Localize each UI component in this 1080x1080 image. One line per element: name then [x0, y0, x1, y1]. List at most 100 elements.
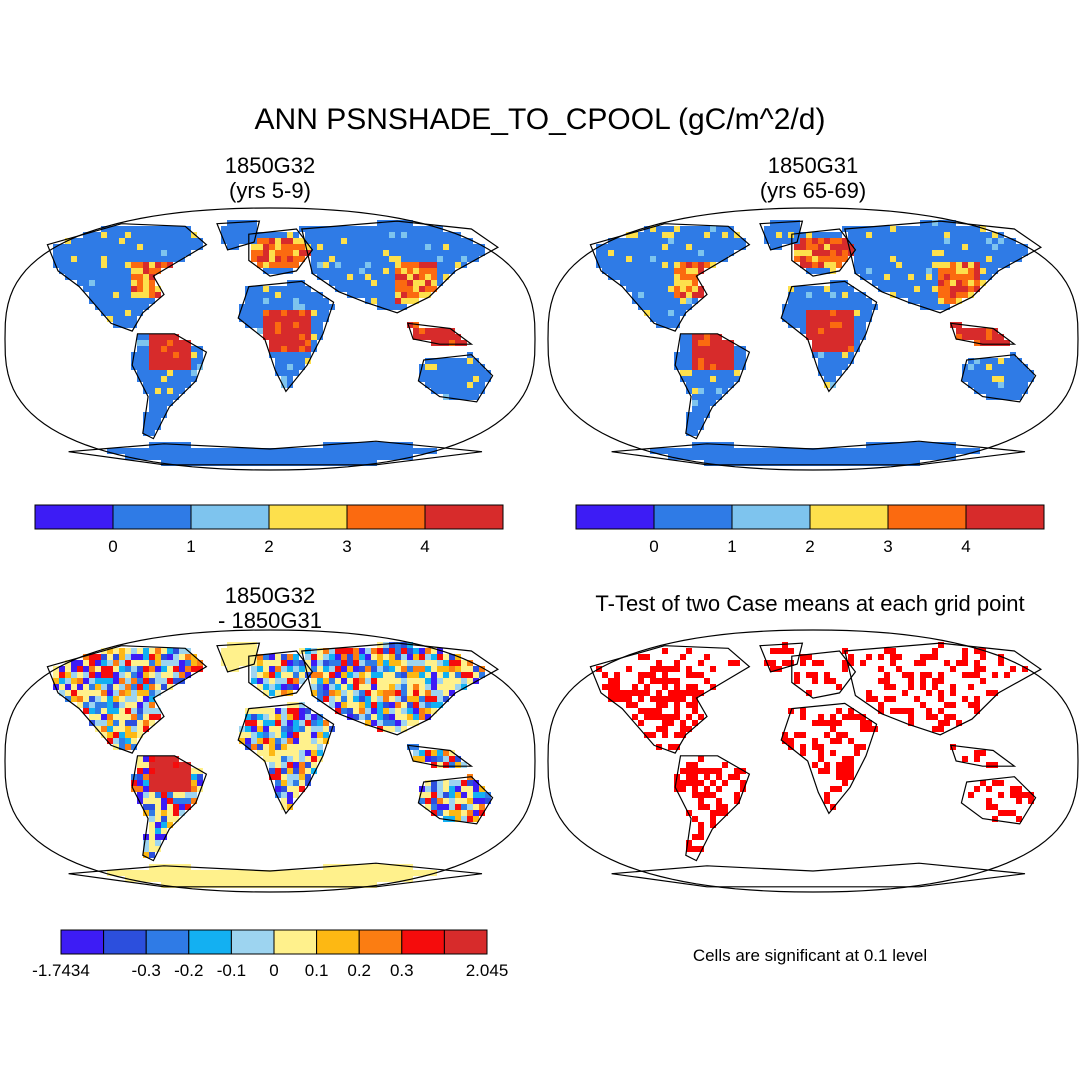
map-cell — [692, 388, 698, 394]
map-cell — [377, 244, 383, 250]
map-cell — [842, 352, 848, 358]
map-cell — [425, 238, 431, 244]
map-cell — [131, 250, 137, 256]
map-cell — [269, 262, 275, 268]
map-cell — [926, 298, 932, 304]
map-cell — [908, 298, 914, 304]
map-cell — [263, 726, 269, 732]
map-cell — [986, 382, 992, 388]
map-cell — [800, 250, 806, 256]
map-cell — [668, 720, 674, 726]
map-cell — [698, 256, 704, 262]
map-cell — [443, 244, 449, 250]
map-cell — [143, 304, 149, 310]
map-cell — [836, 786, 842, 792]
map-cell — [407, 708, 413, 714]
map-cell — [824, 678, 830, 684]
map-cell — [323, 448, 329, 454]
map-cell — [257, 678, 263, 684]
map-cell — [479, 382, 485, 388]
map-cell — [674, 702, 680, 708]
map-cell — [77, 268, 83, 274]
map-cell — [305, 232, 311, 238]
map-cell — [341, 684, 347, 690]
map-cell — [698, 768, 704, 774]
map-cell — [710, 400, 716, 406]
map-cell — [431, 364, 437, 370]
map-cell — [662, 666, 668, 672]
map-cell — [251, 708, 257, 714]
map-cell — [884, 442, 890, 448]
map-cell — [896, 244, 902, 250]
map-cell — [269, 322, 275, 328]
map-cell — [143, 852, 149, 858]
map-cell — [287, 304, 293, 310]
map-cell — [281, 798, 287, 804]
map-cell — [119, 292, 125, 298]
map-cell — [443, 672, 449, 678]
map-cell — [329, 448, 335, 454]
map-cell — [467, 376, 473, 382]
map-cell — [281, 346, 287, 352]
map-cell — [353, 262, 359, 268]
map-cell — [734, 774, 740, 780]
map-cell — [1004, 388, 1010, 394]
map-cell — [848, 238, 854, 244]
map-cell — [932, 442, 938, 448]
map-cell — [269, 244, 275, 250]
map-cell — [155, 810, 161, 816]
map-cell — [251, 744, 257, 750]
coastline-europe — [791, 228, 857, 277]
map-cell — [926, 244, 932, 250]
map-cell — [1022, 666, 1028, 672]
map-cell — [89, 678, 95, 684]
coastline-europe — [248, 228, 314, 277]
map-cell — [263, 720, 269, 726]
map-cell — [455, 394, 461, 400]
map-cell — [251, 672, 257, 678]
map-cell — [443, 678, 449, 684]
map-cell — [245, 642, 251, 648]
map-cell — [656, 232, 662, 238]
map-cell — [269, 250, 275, 256]
map-cell — [956, 244, 962, 250]
map-cell — [974, 376, 980, 382]
map-cell — [680, 786, 686, 792]
map-cell — [395, 454, 401, 460]
map-cell — [281, 660, 287, 666]
map-cell — [704, 454, 710, 460]
map-cell — [830, 352, 836, 358]
map-cell — [323, 672, 329, 678]
map-cell — [305, 298, 311, 304]
map-cell — [341, 870, 347, 876]
map-cell — [425, 804, 431, 810]
map-cell — [866, 304, 872, 310]
map-cell — [299, 322, 305, 328]
map-cell — [860, 244, 866, 250]
map-cell — [734, 346, 740, 352]
map-cell — [674, 322, 680, 328]
map-cell — [227, 454, 233, 460]
map-cell — [293, 774, 299, 780]
map-cell — [419, 678, 425, 684]
map-cell — [800, 238, 806, 244]
map-cell — [800, 322, 806, 328]
map-cell — [317, 714, 323, 720]
map-cell — [281, 666, 287, 672]
map-cell — [413, 256, 419, 262]
map-cell — [251, 250, 257, 256]
colorbar-tick-label: 1 — [727, 537, 737, 556]
map-cell — [191, 768, 197, 774]
map-cell — [185, 774, 191, 780]
map-cell — [614, 268, 620, 274]
map-cell — [956, 286, 962, 292]
map-cell — [107, 870, 113, 876]
map-cell — [275, 310, 281, 316]
map-cell — [479, 672, 485, 678]
map-cell — [83, 702, 89, 708]
map-cell — [245, 220, 251, 226]
map-cell — [674, 690, 680, 696]
map-cell — [137, 232, 143, 238]
map-cell — [437, 250, 443, 256]
map-cell — [101, 732, 107, 738]
